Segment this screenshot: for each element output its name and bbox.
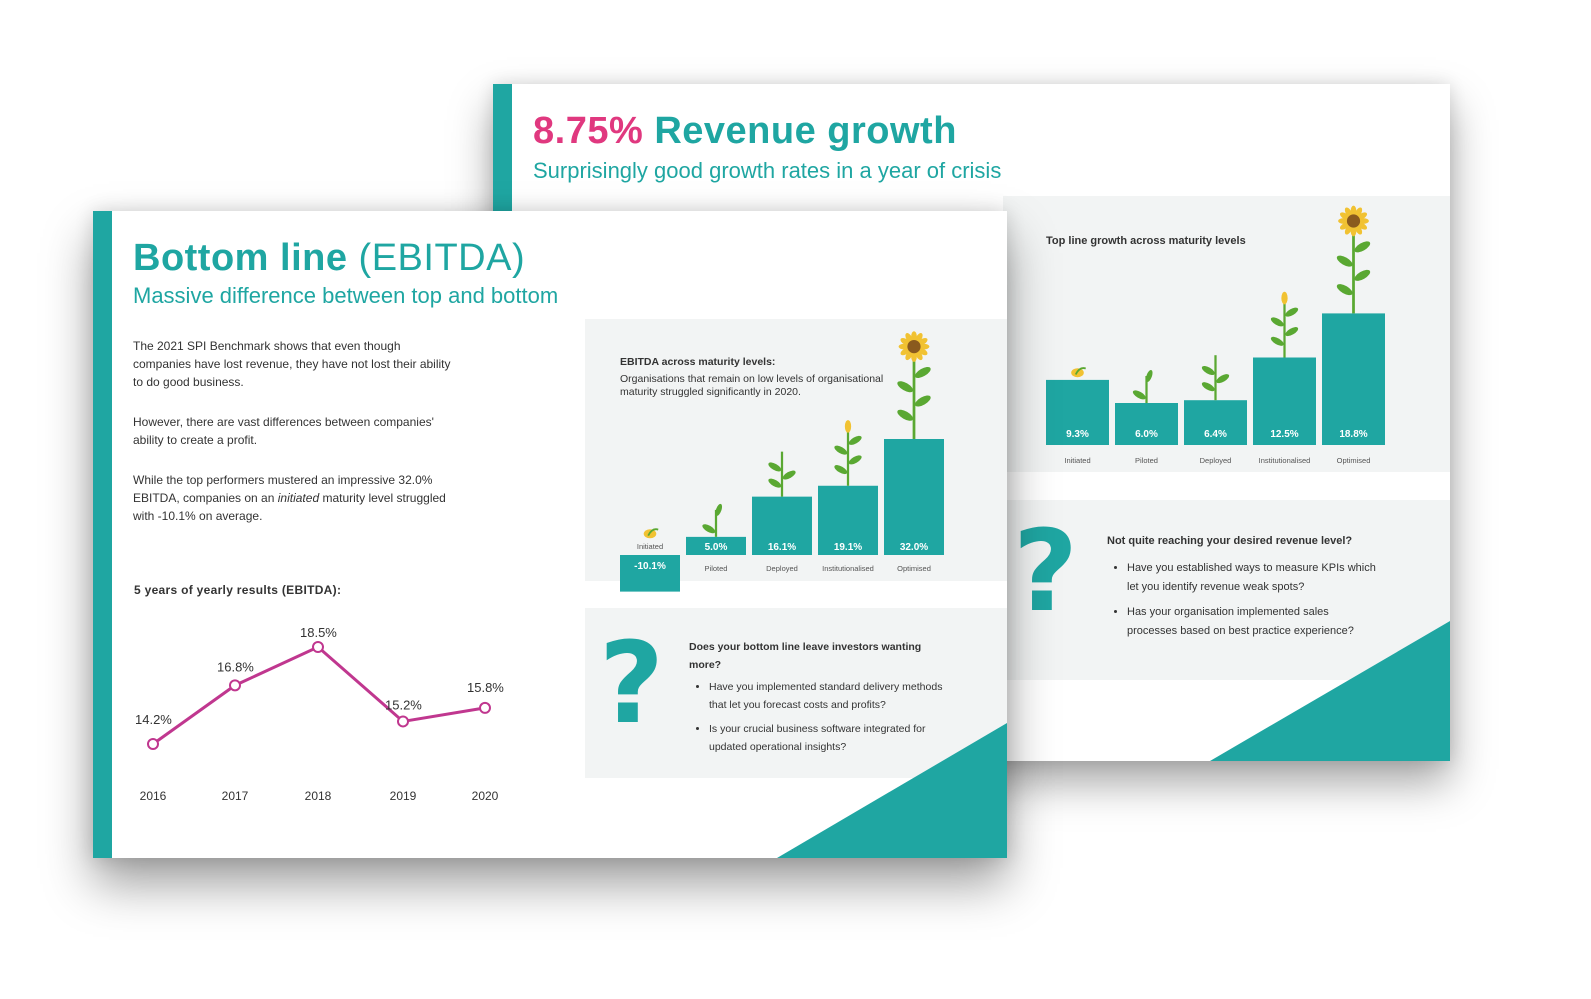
title-main: Bottom line (133, 237, 348, 279)
chart-panel: Top line growth across maturity levels 9… (1003, 196, 1450, 472)
chart-bar (1253, 357, 1316, 445)
title-value: 8.75% (533, 110, 644, 152)
data-point (479, 701, 491, 714)
data-label: 16.8% (217, 659, 254, 674)
data-point (229, 679, 241, 692)
chart-bar (884, 439, 944, 555)
data-label: 19.1% (834, 542, 862, 553)
chart-bar (1322, 313, 1385, 445)
question-title: Not quite reaching your desired revenue … (1107, 535, 1353, 547)
title-text: Revenue growth (654, 110, 957, 152)
data-label: 14.2% (135, 712, 172, 727)
paragraph: However, there are vast differences betw… (133, 415, 434, 447)
page-title: Bottom line (EBITDA) (133, 237, 525, 280)
data-label: 18.8% (1339, 429, 1367, 440)
question-list: Have you established ways to measure KPI… (1107, 559, 1377, 641)
paragraph: The 2021 SPI Benchmark shows that even t… (133, 339, 451, 389)
tick-label: Deployed (766, 564, 798, 573)
revenue-bar-chart: 9.3% Initiated 6.0% Piloted 6.4% Deployed 12.5… (1046, 205, 1385, 465)
plant-icon (643, 528, 659, 539)
tick-label: Initiated (1064, 456, 1090, 465)
chart-bar (620, 555, 680, 592)
page-subtitle: Surprisingly good growth rates in a year… (533, 158, 1002, 183)
data-point (147, 738, 159, 750)
accent-bar (93, 211, 112, 858)
plant-icon (1336, 205, 1371, 314)
chart-subtitle: Organisations that remain on low levels … (620, 373, 884, 398)
chart-title: Top line growth across maturity levels (1046, 235, 1246, 247)
chart-bar (1115, 403, 1178, 445)
tick-label: Institutionalised (1259, 456, 1311, 465)
data-label: 15.8% (467, 680, 504, 695)
chart-bar (1046, 379, 1109, 445)
list-item: Have you implemented standard delivery m… (709, 678, 944, 714)
data-point (397, 715, 409, 728)
ebitda-bar-chart: -10.1% Initiated 5.0% Piloted 16.1% Deployed 1… (620, 331, 944, 592)
tick-label: 2017 (222, 789, 249, 803)
corner-decoration (777, 723, 1007, 858)
tick-label: 2019 (390, 789, 417, 803)
plant-icon (1071, 367, 1086, 378)
plant-icon (1132, 370, 1153, 403)
ebitda-page: Bottom line (EBITDA) Massive difference … (93, 211, 1007, 858)
paragraph: While the top performers mustered an imp… (133, 473, 446, 523)
plant-icon (768, 451, 796, 497)
data-point (312, 641, 324, 653)
plant-icon (1270, 291, 1299, 358)
tick-label: Piloted (1135, 456, 1158, 465)
plant-icon (702, 503, 723, 537)
series-line (152, 645, 486, 746)
data-label: 5.0% (705, 542, 728, 553)
data-label: 9.3% (1066, 429, 1089, 440)
body-text: The 2021 SPI Benchmark shows that even t… (133, 337, 453, 547)
tick-label: Piloted (705, 564, 728, 573)
data-label: 6.4% (1204, 429, 1227, 440)
tick-label: Initiated (637, 542, 663, 551)
tick-label: 2016 (140, 789, 167, 803)
chart-panel: EBITDA across maturity levels: Organisat… (585, 319, 1007, 592)
page-subtitle: Massive difference between top and botto… (133, 283, 559, 308)
data-label: 6.0% (1135, 429, 1158, 440)
question-mark-icon: ? (1013, 507, 1078, 637)
chart-bar (686, 536, 746, 555)
tick-label: Deployed (1200, 456, 1232, 465)
ebitda-line-chart: 14.2% 2016 16.8% 2017 18.5% 2018 15.2% 2019 15.8… (135, 625, 504, 803)
plant-icon (897, 331, 931, 439)
data-label: 16.1% (768, 542, 796, 553)
tick-label: Institutionalised (822, 564, 874, 573)
plant-icon (834, 420, 862, 486)
page-title: 8.75% Revenue growth (533, 110, 957, 153)
tick-label: 2018 (305, 789, 332, 803)
title-paren: (EBITDA) (358, 237, 526, 279)
tick-label: Optimised (1337, 456, 1371, 465)
chart-bar (1184, 400, 1247, 445)
corner-decoration (1210, 621, 1450, 761)
question-block: Not quite reaching your desired revenue … (1107, 532, 1377, 647)
plant-icon (1201, 355, 1230, 401)
tick-label: Optimised (897, 564, 931, 573)
chart-bar (818, 485, 878, 555)
list-item: Have you established ways to measure KPI… (1127, 559, 1377, 597)
data-label: 18.5% (300, 625, 337, 640)
data-label: 12.5% (1270, 429, 1298, 440)
data-label: 15.2% (385, 697, 422, 712)
tick-label: 2020 (472, 789, 499, 803)
chart-heading: EBITDA across maturity levels: Organisat… (620, 356, 900, 399)
data-label: -10.1% (634, 561, 666, 572)
question-mark-icon: ? (599, 619, 664, 749)
line-chart-title: 5 years of yearly results (EBITDA): (134, 583, 342, 597)
chart-bar (752, 496, 812, 555)
chart-title: EBITDA across maturity levels: (620, 356, 776, 368)
question-title: Does your bottom line leave investors wa… (689, 641, 922, 671)
data-label: 32.0% (900, 542, 928, 553)
